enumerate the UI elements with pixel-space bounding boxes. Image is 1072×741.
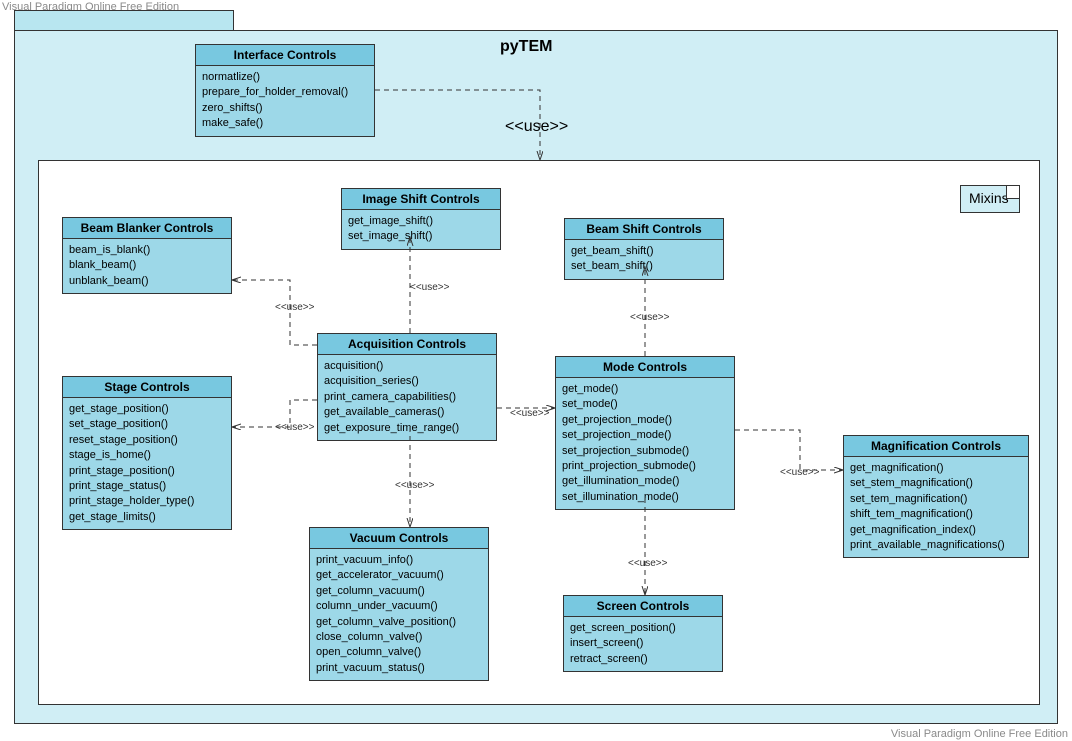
method: shift_tem_magnification() <box>850 507 1022 522</box>
method: unblank_beam() <box>69 274 225 289</box>
use-label: <<use>> <box>630 312 669 323</box>
method: get_magnification() <box>850 461 1022 476</box>
method: print_stage_position() <box>69 464 225 479</box>
use-label-big: <<use>> <box>505 118 568 136</box>
method: normatlize() <box>202 70 368 85</box>
class-magnification: Magnification Controlsget_magnification(… <box>843 435 1029 558</box>
method: get_accelerator_vacuum() <box>316 568 482 583</box>
method: get_column_vacuum() <box>316 584 482 599</box>
method: print_camera_capabilities() <box>324 390 490 405</box>
use-label: <<use>> <box>410 282 449 293</box>
class-title: Screen Controls <box>564 596 722 617</box>
method: close_column_valve() <box>316 630 482 645</box>
method: set_stem_magnification() <box>850 476 1022 491</box>
method: column_under_vacuum() <box>316 599 482 614</box>
class-methods: acquisition()acquisition_series()print_c… <box>318 355 496 440</box>
method: get_magnification_index() <box>850 523 1022 538</box>
method: get_available_cameras() <box>324 405 490 420</box>
class-title: Stage Controls <box>63 377 231 398</box>
method: set_beam_shift() <box>571 259 717 274</box>
method: get_column_valve_position() <box>316 615 482 630</box>
class-methods: get_stage_position()set_stage_position()… <box>63 398 231 529</box>
class-screen: Screen Controlsget_screen_position()inse… <box>563 595 723 672</box>
class-methods: beam_is_blank()blank_beam()unblank_beam(… <box>63 239 231 293</box>
method: print_vacuum_info() <box>316 553 482 568</box>
method: set_projection_submode() <box>562 444 728 459</box>
class-mode: Mode Controlsget_mode()set_mode()get_pro… <box>555 356 735 510</box>
method: insert_screen() <box>570 636 716 651</box>
method: blank_beam() <box>69 258 225 273</box>
method: get_stage_limits() <box>69 510 225 525</box>
class-title: Beam Shift Controls <box>565 219 723 240</box>
class-title: Magnification Controls <box>844 436 1028 457</box>
class-image-shift: Image Shift Controlsget_image_shift()set… <box>341 188 501 250</box>
method: get_mode() <box>562 382 728 397</box>
method: set_image_shift() <box>348 229 494 244</box>
class-methods: get_magnification()set_stem_magnificatio… <box>844 457 1028 557</box>
method: print_vacuum_status() <box>316 661 482 676</box>
class-title: Image Shift Controls <box>342 189 500 210</box>
method: get_illumination_mode() <box>562 474 728 489</box>
class-methods: print_vacuum_info()get_accelerator_vacuu… <box>310 549 488 680</box>
method: set_mode() <box>562 397 728 412</box>
method: set_stage_position() <box>69 417 225 432</box>
class-title: Vacuum Controls <box>310 528 488 549</box>
method: prepare_for_holder_removal() <box>202 85 368 100</box>
use-label: <<use>> <box>628 558 667 569</box>
method: acquisition() <box>324 359 490 374</box>
method: get_image_shift() <box>348 214 494 229</box>
method: set_projection_mode() <box>562 428 728 443</box>
class-methods: get_beam_shift()set_beam_shift() <box>565 240 723 279</box>
method: get_beam_shift() <box>571 244 717 259</box>
use-label: <<use>> <box>395 480 434 491</box>
class-methods: get_screen_position()insert_screen()retr… <box>564 617 722 671</box>
class-beam-blanker: Beam Blanker Controlsbeam_is_blank()blan… <box>62 217 232 294</box>
method: zero_shifts() <box>202 101 368 116</box>
method: print_projection_submode() <box>562 459 728 474</box>
package-tab <box>14 10 234 30</box>
use-label: <<use>> <box>780 467 819 478</box>
mixins-note: Mixins <box>960 185 1020 213</box>
class-interface: Interface Controlsnormatlize()prepare_fo… <box>195 44 375 137</box>
class-title: Interface Controls <box>196 45 374 66</box>
method: reset_stage_position() <box>69 433 225 448</box>
method: acquisition_series() <box>324 374 490 389</box>
method: set_tem_magnification() <box>850 492 1022 507</box>
use-label: <<use>> <box>510 408 549 419</box>
method: set_illumination_mode() <box>562 490 728 505</box>
method: get_screen_position() <box>570 621 716 636</box>
method: open_column_valve() <box>316 645 482 660</box>
method: get_stage_position() <box>69 402 225 417</box>
class-vacuum: Vacuum Controlsprint_vacuum_info()get_ac… <box>309 527 489 681</box>
method: make_safe() <box>202 116 368 131</box>
class-acquisition: Acquisition Controlsacquisition()acquisi… <box>317 333 497 441</box>
package-title: pyTEM <box>500 38 552 56</box>
class-methods: get_image_shift()set_image_shift() <box>342 210 500 249</box>
method: print_stage_status() <box>69 479 225 494</box>
method: get_projection_mode() <box>562 413 728 428</box>
class-stage: Stage Controlsget_stage_position()set_st… <box>62 376 232 530</box>
class-title: Acquisition Controls <box>318 334 496 355</box>
use-label: <<use>> <box>275 422 314 433</box>
method: beam_is_blank() <box>69 243 225 258</box>
method: print_available_magnifications() <box>850 538 1022 553</box>
watermark-bottom: Visual Paradigm Online Free Edition <box>891 728 1068 740</box>
use-label: <<use>> <box>275 302 314 313</box>
method: get_exposure_time_range() <box>324 421 490 436</box>
class-beam-shift: Beam Shift Controlsget_beam_shift()set_b… <box>564 218 724 280</box>
class-title: Beam Blanker Controls <box>63 218 231 239</box>
method: print_stage_holder_type() <box>69 494 225 509</box>
method: stage_is_home() <box>69 448 225 463</box>
class-title: Mode Controls <box>556 357 734 378</box>
class-methods: normatlize()prepare_for_holder_removal()… <box>196 66 374 136</box>
class-methods: get_mode()set_mode()get_projection_mode(… <box>556 378 734 509</box>
method: retract_screen() <box>570 652 716 667</box>
